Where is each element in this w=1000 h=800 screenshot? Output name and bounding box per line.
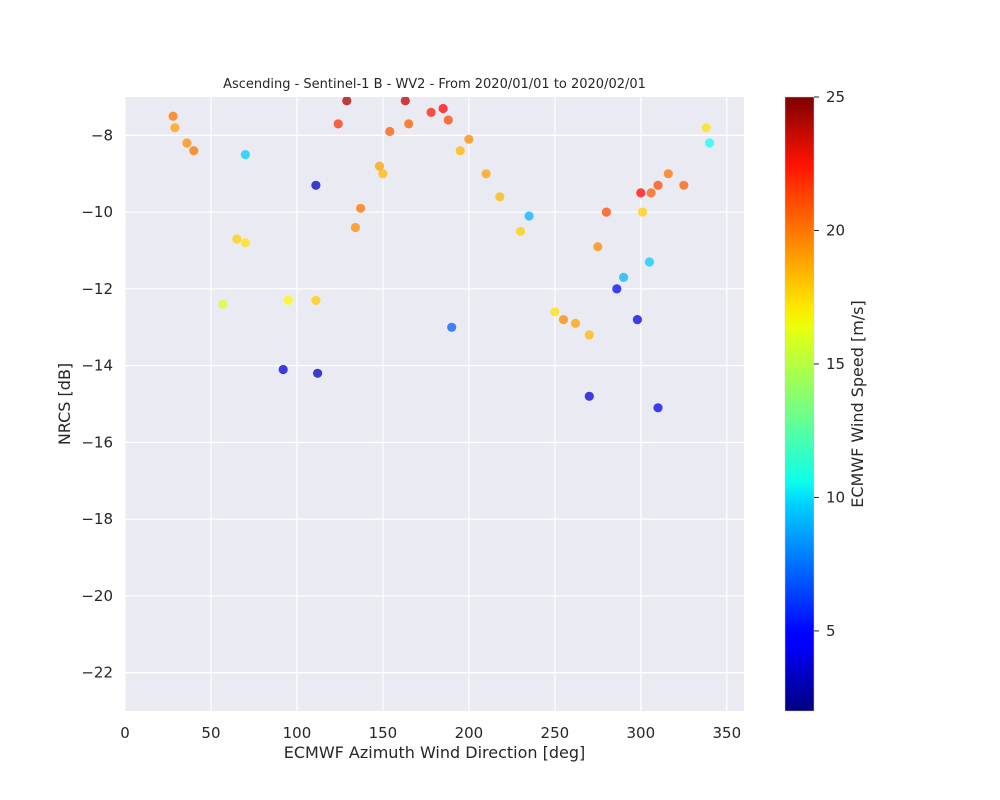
data-point [644, 257, 655, 267]
data-point [311, 295, 321, 305]
data-point [679, 180, 689, 190]
colorbar-tick-labels: 5 10 15 20 25 [814, 88, 845, 640]
data-point [232, 234, 242, 244]
x-tick-label: 150 [369, 724, 398, 742]
data-point [218, 299, 228, 309]
colorbar-tick-label: 25 [826, 88, 845, 106]
data-point [240, 150, 250, 160]
data-point [438, 103, 448, 114]
data-point [653, 403, 663, 413]
x-tick-label: 200 [455, 724, 484, 742]
data-point [313, 368, 323, 378]
data-point [550, 307, 560, 317]
x-tick-label: 250 [541, 724, 570, 742]
x-axis-label: ECMWF Azimuth Wind Direction [deg] [284, 743, 586, 762]
data-point [632, 315, 643, 325]
data-point [495, 192, 505, 202]
data-point [443, 115, 453, 125]
data-point [278, 364, 288, 375]
data-point [404, 119, 414, 129]
data-point [311, 180, 321, 190]
y-tick-label: −14 [81, 357, 113, 375]
data-point [333, 119, 343, 129]
colorbar-tick-label: 15 [826, 355, 845, 373]
data-point [584, 391, 594, 401]
y-tick-label: −18 [81, 510, 113, 528]
data-point [240, 238, 250, 248]
x-tick-label: 100 [283, 724, 312, 742]
chart-title: Ascending - Sentinel-1 B - WV2 - From 20… [223, 77, 646, 92]
data-point [524, 211, 534, 221]
data-point [426, 107, 436, 117]
data-point [612, 284, 622, 294]
data-point [705, 138, 715, 148]
data-point [636, 188, 646, 198]
colorbar-tick-label: 5 [826, 622, 836, 640]
data-points [168, 97, 715, 413]
data-point [342, 97, 352, 106]
data-point [619, 272, 629, 282]
y-tick-label: −20 [81, 587, 113, 605]
data-point [378, 169, 388, 179]
data-point [455, 146, 465, 156]
data-point [593, 242, 603, 252]
colorbar-label: ECMWF Wind Speed [m/s] [848, 300, 867, 508]
y-tick-label: −22 [81, 664, 113, 682]
y-axis-label: NRCS [dB] [55, 363, 74, 445]
data-point [584, 330, 594, 340]
data-point [570, 318, 581, 328]
data-point [481, 169, 491, 179]
colorbar [784, 96, 815, 712]
colorbar-tick-label: 10 [826, 488, 845, 506]
data-point [558, 315, 569, 325]
data-point [464, 134, 474, 144]
data-point [168, 111, 178, 121]
x-tick-label: 300 [627, 724, 656, 742]
data-point [189, 146, 199, 156]
data-point [653, 180, 663, 190]
data-point [356, 203, 366, 213]
data-point [515, 226, 526, 236]
y-tick-labels: −22 −20 −18 −16 −14 −12 −10 −8 [81, 126, 113, 681]
data-point [374, 161, 385, 171]
data-point [638, 207, 648, 217]
data-point [182, 138, 192, 148]
data-point [400, 97, 410, 106]
y-tick-label: −12 [81, 280, 113, 298]
x-tick-label: 350 [712, 724, 741, 742]
data-point [663, 169, 673, 179]
y-tick-label: −8 [91, 126, 113, 144]
x-tick-labels: 0 50 100 150 200 250 300 350 [120, 724, 741, 742]
x-tick-label: 50 [201, 724, 220, 742]
data-point [701, 123, 711, 133]
data-point [350, 222, 360, 233]
x-tick-label: 0 [120, 724, 130, 742]
data-point [601, 207, 612, 217]
y-tick-label: −16 [81, 433, 113, 451]
data-point [646, 188, 656, 198]
y-tick-label: −10 [81, 203, 113, 221]
data-point [385, 126, 395, 137]
colorbar-tick-label: 20 [826, 221, 845, 239]
data-point [447, 322, 457, 332]
data-point [170, 123, 180, 133]
data-point [283, 295, 293, 305]
grid-lines [124, 97, 744, 711]
